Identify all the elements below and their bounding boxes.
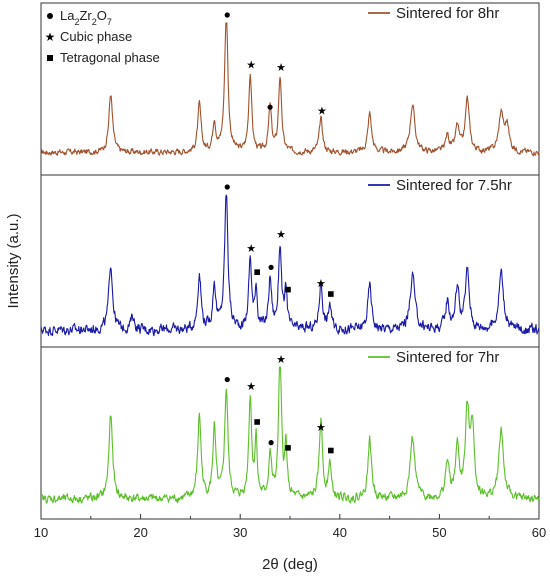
phase-key: La2Zr2O7 ★ Cubic phase Tetragonal phase [45, 8, 160, 65]
marker-square-s2-6 [285, 286, 291, 293]
x-tick-label-50: 50 [432, 525, 446, 540]
x-tick-label-40: 40 [333, 525, 347, 540]
marker-square-s3-8 [328, 447, 334, 454]
key-square-label: Tetragonal phase [60, 50, 160, 65]
marker-star-s3-5: ★ [276, 353, 286, 366]
x-tick-label-60: 60 [532, 525, 546, 540]
key-circle-label: La2Zr2O7 [60, 8, 112, 27]
marker-circle-s3-1 [224, 376, 230, 383]
panels [40, 2, 540, 520]
x-tick-label-20: 20 [133, 525, 147, 540]
marker-square-s2-3 [254, 269, 260, 275]
marker-star-s1-5: ★ [317, 104, 327, 117]
marker-square-s3-6 [285, 445, 291, 451]
marker-star-s3-7: ★ [316, 421, 326, 434]
series-line-1 [40, 22, 540, 157]
marker-star-s3-2: ★ [246, 380, 256, 393]
x-tick-label-30: 30 [233, 525, 247, 540]
series-line-3 [40, 366, 540, 504]
series-line-2 [40, 194, 540, 337]
marker-star-s1-2: ★ [246, 59, 256, 72]
marker-circle-s2-4 [268, 264, 274, 270]
marker-star-s1-4: ★ [276, 61, 286, 74]
key-star-symbol: ★ [45, 30, 56, 44]
marker-square-s3-3 [254, 419, 260, 425]
x-tick-label-10: 10 [34, 525, 48, 540]
marker-circle-s1-3 [267, 104, 273, 110]
marker-circle-s2-1 [224, 184, 230, 190]
key-circle-symbol [47, 13, 53, 19]
marker-star-s2-5: ★ [276, 228, 286, 241]
series-legends: Sintered for 8hr Sintered for 7.5hr Sinter… [368, 5, 512, 366]
y-axis-label: Intensity (a.u.) [5, 213, 22, 308]
legend-label-1: Sintered for 8hr [396, 5, 499, 22]
key-square-symbol [47, 55, 53, 61]
marker-star-s2-7: ★ [316, 277, 326, 290]
panel-frame-3 [40, 346, 540, 520]
x-axis: 10 20 30 40 50 60 [34, 514, 546, 540]
marker-circle-s3-4 [268, 440, 274, 446]
marker-square-s2-8 [328, 291, 334, 297]
legend-label-3: Sintered for 7hr [396, 349, 499, 366]
marker-circle-s1-1 [224, 12, 230, 18]
marker-star-s2-2: ★ [246, 242, 256, 255]
legend-label-2: Sintered for 7.5hr [396, 177, 512, 194]
diffraction-curves [40, 22, 540, 504]
x-axis-label: 2θ (deg) [262, 556, 318, 573]
phase-markers: ★ ★ ★ ★ ★ ★ ★ ★ ★ [224, 12, 334, 454]
key-star-label: Cubic phase [60, 29, 132, 44]
